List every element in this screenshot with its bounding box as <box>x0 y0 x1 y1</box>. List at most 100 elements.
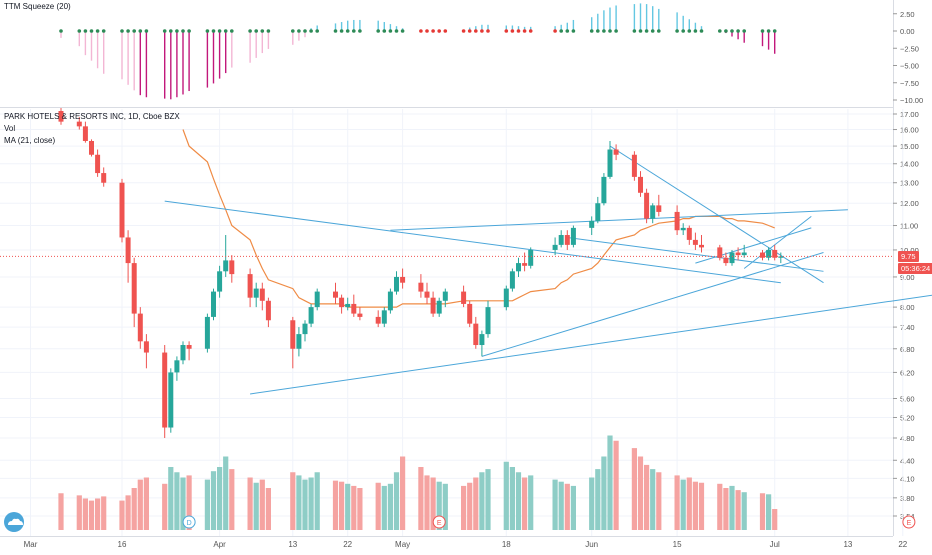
volume-bar <box>58 493 64 530</box>
trendline <box>743 215 812 269</box>
volume-bar <box>95 498 101 530</box>
candle-body <box>595 203 601 221</box>
countdown-badge: 05:36:24 <box>898 263 932 274</box>
squeeze-dot <box>461 29 466 33</box>
candle-body <box>607 149 613 177</box>
volume-bar <box>766 494 772 530</box>
price-axis-tick-label: 12.00 <box>900 199 919 208</box>
volume-bar <box>479 472 485 530</box>
volume-bar <box>131 488 137 530</box>
squeeze-dot <box>736 29 740 33</box>
volume-bar <box>101 496 107 530</box>
volume-bar <box>357 488 363 530</box>
squeeze-dot <box>315 29 320 33</box>
candle-body <box>211 291 216 317</box>
squeeze-dot <box>516 29 521 33</box>
squeeze-dot <box>467 29 472 33</box>
candle-body <box>339 297 345 308</box>
squeeze-dot <box>132 29 136 33</box>
volume-bar <box>247 477 253 530</box>
candle-body <box>552 244 558 250</box>
candle-body <box>204 316 210 349</box>
candle-body <box>143 341 149 353</box>
price-axis-tick-label: 17.00 <box>900 110 919 119</box>
volume-bar <box>308 477 314 530</box>
candle-body <box>778 256 784 258</box>
candle-body <box>137 313 143 342</box>
candle-body <box>473 323 479 346</box>
volume-bar <box>467 482 473 530</box>
squeeze-axis-tick-label: −5.00 <box>900 62 919 71</box>
squeeze-axis-tick-label: −2.50 <box>900 44 919 53</box>
volume-bar <box>564 483 570 530</box>
volume-bar <box>522 477 528 530</box>
price-axis-tick-label: 4.80 <box>900 434 915 443</box>
squeeze-dot <box>223 29 228 33</box>
price-axis-tick-label: 16.00 <box>900 126 919 135</box>
price-axis-tick-label: 6.20 <box>900 368 915 377</box>
candle-body <box>101 173 107 183</box>
squeeze-axis-tick-label: 2.50 <box>900 10 915 19</box>
volume-bar <box>686 477 692 530</box>
candle-body <box>314 291 320 308</box>
volume-bar <box>442 483 448 530</box>
candle-body <box>717 247 723 258</box>
squeeze-dot <box>260 29 265 33</box>
candle-body <box>589 220 595 228</box>
squeeze-dot <box>388 29 393 33</box>
volume-bar <box>265 488 271 530</box>
volume-bar <box>528 475 534 530</box>
squeeze-dot <box>687 29 692 33</box>
squeeze-dot <box>528 29 533 33</box>
trendline <box>695 227 812 264</box>
candle-body <box>119 182 125 238</box>
price-axis-tick-label: 3.80 <box>900 494 915 503</box>
candle-body <box>345 303 351 308</box>
cloud-logo-icon-shape <box>8 518 23 525</box>
time-axis-label: 13 <box>288 540 297 549</box>
squeeze-dot <box>339 29 344 33</box>
squeeze-dot <box>248 29 252 33</box>
last-price-badge: 9.75 <box>898 251 919 262</box>
volume-bar <box>650 469 656 530</box>
candle-body <box>570 227 576 245</box>
volume-bar <box>698 482 705 530</box>
candle-body <box>302 323 308 335</box>
volume-bar <box>296 475 302 530</box>
squeeze-dot <box>419 29 423 33</box>
candle-body <box>180 345 186 361</box>
squeeze-dot <box>522 29 527 33</box>
candle-body <box>638 176 643 193</box>
squeeze-dot <box>394 29 399 33</box>
squeeze-dot <box>83 29 88 33</box>
squeeze-dot <box>217 29 222 33</box>
squeeze-dot <box>657 29 661 33</box>
event-marker <box>182 515 196 529</box>
squeeze-dot <box>162 29 167 33</box>
price-axis-tick-label: 4.40 <box>900 456 915 465</box>
time-axis-label: 13 <box>843 540 852 549</box>
candle-body <box>735 252 741 256</box>
squeeze-dot <box>400 29 405 33</box>
time-axis-label: Mar <box>24 540 38 549</box>
candle-body <box>308 307 314 324</box>
squeeze-dot <box>297 29 301 33</box>
volume-bar <box>119 500 125 530</box>
candle-body <box>58 111 64 122</box>
candle-body <box>436 300 442 314</box>
squeeze-dot <box>510 29 515 33</box>
squeeze-dot <box>638 29 643 33</box>
squeeze-dot <box>766 29 771 33</box>
price-axis-tick-label: 10.00 <box>900 246 919 255</box>
volume-bar <box>223 456 229 530</box>
volume-bar <box>345 483 351 530</box>
trendline <box>567 236 824 272</box>
volume-bar <box>210 471 217 530</box>
candle-body <box>674 211 680 231</box>
squeeze-dot <box>437 29 442 33</box>
candle-body <box>162 352 168 428</box>
candle-body <box>680 227 686 231</box>
candle-body <box>723 257 729 264</box>
volume-bar <box>473 477 479 530</box>
